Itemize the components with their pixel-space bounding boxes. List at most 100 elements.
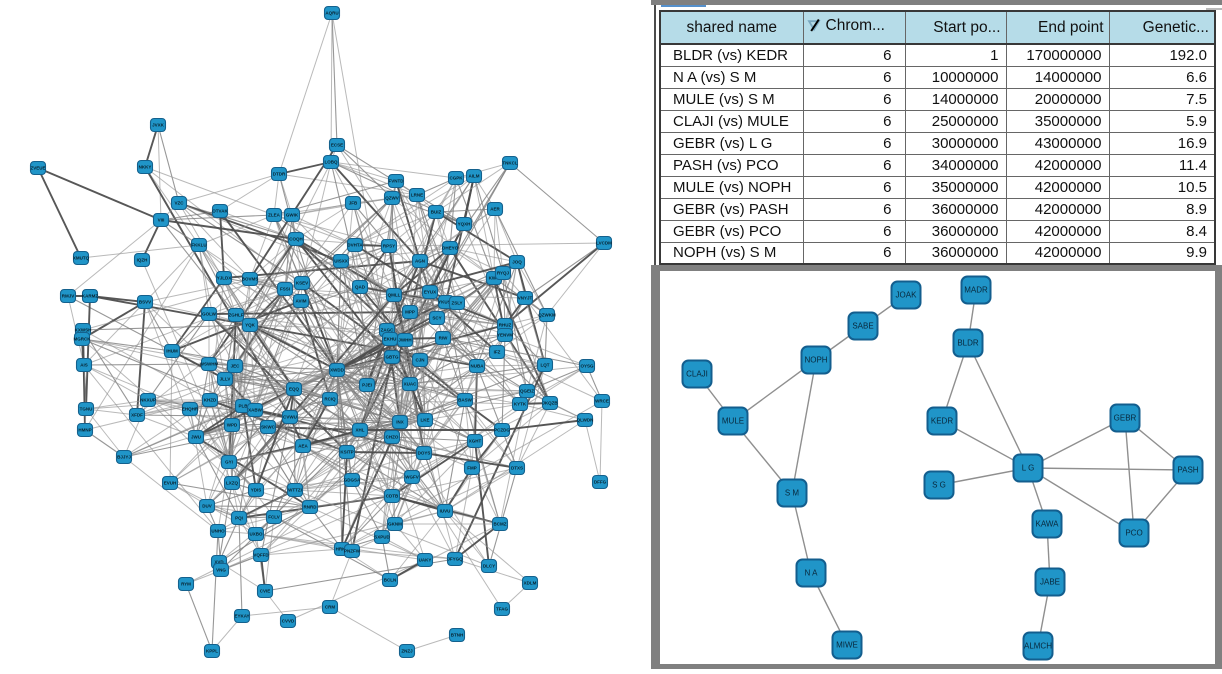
svg-text:YENVM: YENVM [497, 333, 513, 338]
svg-text:RHUZ: RHUZ [499, 323, 512, 328]
svg-text:CJN: CJN [415, 358, 424, 363]
svg-text:FKKLU: FKKLU [191, 243, 206, 248]
svg-text:MADR: MADR [964, 286, 988, 295]
svg-text:BCLN: BCLN [384, 578, 397, 583]
svg-text:VNG: VNG [216, 568, 226, 573]
svg-text:XGHT: XGHT [469, 439, 482, 444]
svg-text:QAD: QAD [355, 285, 366, 290]
svg-text:ZSLY: ZSLY [451, 301, 462, 306]
svg-text:HMNP: HMNP [78, 428, 91, 433]
svg-text:NOPH: NOPH [804, 356, 827, 365]
svg-text:AQRU: AQRU [325, 11, 338, 16]
svg-text:SXPUD: SXPUD [374, 535, 390, 540]
svg-text:KSITP: KSITP [340, 450, 353, 455]
svg-text:ZLEA: ZLEA [268, 213, 280, 218]
svg-text:BOVMS: BOVMS [242, 277, 259, 282]
svg-text:PNZFW: PNZFW [344, 549, 361, 554]
svg-text:EQQ: EQQ [289, 387, 300, 392]
svg-text:JWHH: JWHH [398, 338, 411, 343]
svg-text:EYUX: EYUX [424, 290, 436, 295]
svg-text:FMP: FMP [467, 466, 477, 471]
svg-text:BLDR: BLDR [957, 339, 979, 348]
svg-text:S M: S M [785, 489, 800, 498]
svg-text:LRNE: LRNE [411, 193, 423, 198]
svg-text:PASH: PASH [1177, 466, 1198, 475]
svg-text:GEBR: GEBR [1114, 414, 1137, 423]
svg-text:VZC: VZC [175, 201, 185, 206]
svg-text:FCLV: FCLV [268, 515, 279, 520]
svg-text:BUIZ: BUIZ [431, 210, 442, 215]
svg-text:NKKY: NKKY [139, 165, 152, 170]
svg-text:DUV: DUV [202, 504, 212, 509]
svg-text:EYKAY: EYKAY [234, 614, 249, 619]
svg-text:DOYS: DOYS [418, 451, 431, 456]
svg-text:BSVV: BSVV [139, 300, 151, 305]
svg-text:GWIK: GWIK [286, 213, 299, 218]
svg-text:RNRD: RNRD [304, 505, 318, 510]
svg-text:DTXS: DTXS [511, 466, 523, 471]
svg-text:RCIQ: RCIQ [324, 397, 336, 402]
svg-text:CHZO: CHZO [386, 435, 399, 440]
svg-text:WSWHM: WSWHM [200, 362, 219, 367]
svg-text:FVNTD: FVNTD [389, 179, 405, 184]
svg-text:WRCE: WRCE [595, 399, 609, 404]
svg-text:XMUTQ: XMUTQ [73, 256, 90, 261]
svg-text:PCO: PCO [1125, 529, 1142, 538]
svg-text:KHZD: KHZD [204, 398, 217, 403]
svg-text:ALMCH: ALMCH [1024, 642, 1052, 651]
svg-text:KAWA: KAWA [1036, 520, 1060, 529]
svg-text:LXZQ: LXZQ [226, 481, 238, 486]
svg-text:JEC: JEC [231, 364, 241, 369]
svg-text:CLAJI: CLAJI [686, 370, 708, 379]
svg-text:FSSI: FSSI [280, 287, 290, 292]
svg-text:AGN: AGN [415, 259, 425, 264]
svg-text:VNYJT: VNYJT [518, 296, 533, 301]
svg-text:KSEV: KSEV [296, 281, 308, 286]
svg-text:KXWSH: KXWSH [75, 328, 92, 333]
svg-text:KEDR: KEDR [931, 417, 953, 426]
svg-text:YQXH: YQXH [458, 222, 471, 227]
svg-text:WGFV: WGFV [405, 475, 419, 480]
svg-text:NUBA: NUBA [471, 364, 485, 369]
svg-text:SCY: SCY [432, 316, 441, 321]
svg-text:XFDF: XFDF [131, 413, 143, 418]
svg-text:UXBO: UXBO [249, 532, 263, 537]
svg-text:IUVU: IUVU [440, 509, 451, 514]
svg-text:GKNM: GKNM [388, 522, 402, 527]
svg-text:N A: N A [805, 569, 819, 578]
svg-text:BASW: BASW [458, 398, 473, 403]
svg-text:MULE: MULE [722, 417, 744, 426]
svg-text:JVXK: JVXK [152, 123, 165, 128]
svg-text:XUAC: XUAC [404, 382, 418, 387]
svg-text:AILM: AILM [469, 174, 480, 179]
svg-text:IHUM: IHUM [166, 349, 178, 354]
svg-text:CGPK: CGPK [449, 176, 463, 181]
svg-text:WTTZI: WTTZI [288, 488, 302, 493]
svg-text:IFZ: IFZ [494, 350, 501, 355]
svg-text:QMLL: QMLL [388, 293, 401, 298]
svg-text:ZAGC: ZAGC [381, 328, 394, 333]
svg-text:HRKX: HRKX [336, 547, 349, 552]
svg-text:XVD: XVD [214, 560, 224, 565]
svg-text:OHEYO: OHEYO [442, 246, 459, 251]
svg-text:MIWE: MIWE [836, 641, 858, 650]
svg-text:PCZDG: PCZDG [494, 428, 510, 433]
svg-text:TGNU: TGNU [80, 407, 93, 412]
svg-text:MPP: MPP [405, 310, 415, 315]
svg-text:LKE: LKE [421, 418, 430, 423]
svg-text:JOAK: JOAK [896, 291, 918, 300]
svg-text:XABW: XABW [248, 408, 263, 413]
svg-text:PJEI: PJEI [362, 383, 372, 388]
svg-text:SKWC: SKWC [261, 425, 275, 430]
svg-text:BJJYJ: BJJYJ [117, 455, 131, 460]
svg-text:PLB: PLB [239, 404, 249, 409]
svg-text:JKQZB: JKQZB [542, 401, 558, 406]
svg-text:GYI: GYI [225, 460, 233, 465]
svg-text:QZWV: QZWV [385, 196, 399, 201]
svg-text:IQZH: IQZH [137, 258, 148, 263]
svg-text:XHL: XHL [356, 428, 365, 433]
svg-text:ZNZJ: ZNZJ [401, 649, 413, 654]
svg-text:QLWDN: QLWDN [577, 418, 594, 423]
svg-text:KPPL: KPPL [206, 649, 218, 654]
svg-text:BTNH: BTNH [451, 633, 464, 638]
